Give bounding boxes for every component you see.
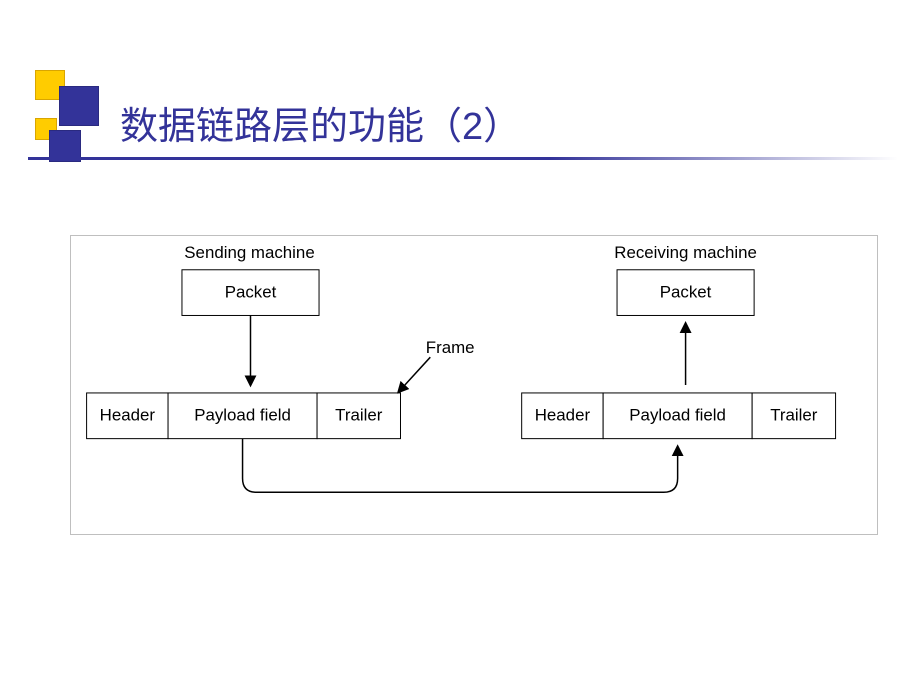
slide-title: 数据链路层的功能（2） xyxy=(120,95,521,150)
frame-label: Frame xyxy=(426,338,475,357)
svg-text:Packet: Packet xyxy=(225,283,277,302)
sending-machine-label: Sending machine xyxy=(184,243,314,262)
svg-text:Trailer: Trailer xyxy=(770,406,818,425)
arrow-transfer xyxy=(243,439,678,493)
svg-text:Payload field: Payload field xyxy=(194,406,291,425)
packet-send-box: Packet xyxy=(182,270,319,316)
frame-recv: Header Payload field Trailer xyxy=(522,393,836,439)
slide-decoration xyxy=(35,70,105,160)
receiving-machine-label: Receiving machine xyxy=(614,243,757,262)
frame-diagram: Sending machine Receiving machine Packet… xyxy=(70,235,878,535)
packet-recv-box: Packet xyxy=(617,270,754,316)
svg-text:Packet: Packet xyxy=(660,283,712,302)
svg-text:Trailer: Trailer xyxy=(335,406,383,425)
frame-send: Header Payload field Trailer xyxy=(87,393,401,439)
arrow-frame-pointer xyxy=(399,357,431,392)
svg-text:Header: Header xyxy=(535,406,591,425)
title-underline xyxy=(28,157,898,160)
svg-text:Header: Header xyxy=(100,406,156,425)
svg-text:Payload field: Payload field xyxy=(629,406,726,425)
